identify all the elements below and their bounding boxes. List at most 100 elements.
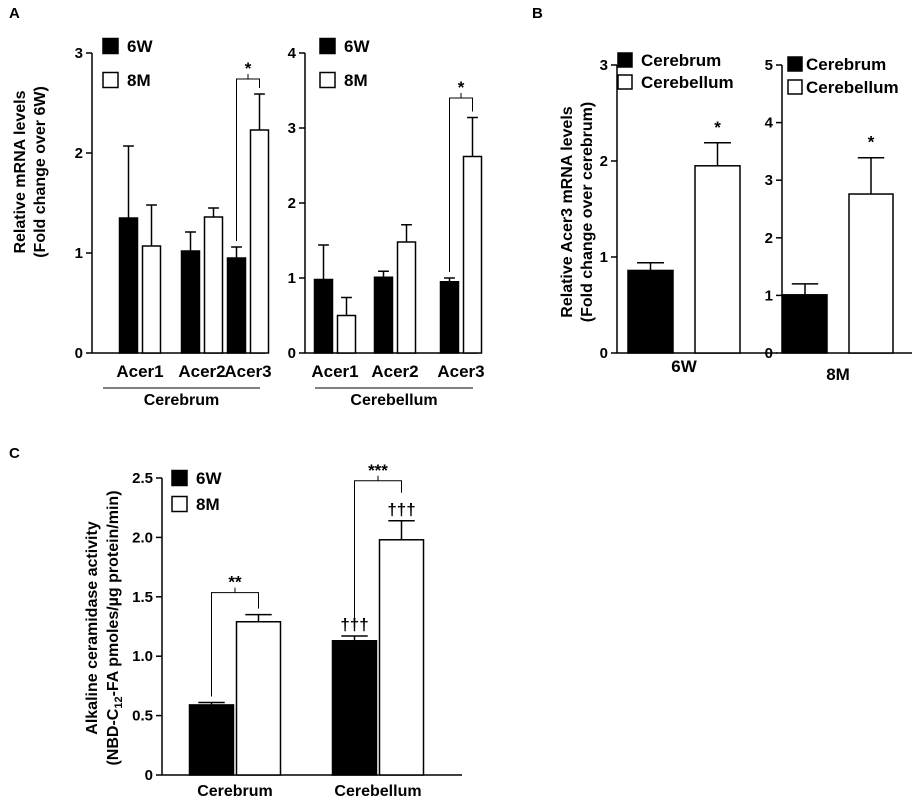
bar [203,216,224,354]
bar [396,241,417,354]
y-tick-label: 0 [75,345,83,362]
y-tick-label: 0 [145,767,153,784]
y-tick-label: 4 [288,45,297,62]
legend-swatch [787,56,803,72]
y-tick-label: 5 [765,57,773,74]
bar [378,539,425,776]
bar [627,269,674,354]
chart-c-ylabel-part1: (NBD-C [105,708,122,765]
legend-swatch [171,495,188,513]
legend-swatch [102,37,119,55]
significance-label: ** [228,573,242,592]
y-tick-label: 0 [288,345,296,362]
legend-label: 6W [344,37,370,56]
chart-c-ylabel-part2: -FA pmoles/µg protein/min) [105,490,122,696]
y-tick-label: 2 [288,195,296,212]
chart-c-ylabel-line2: (NBD-C12-FA pmoles/µg protein/min) [105,490,125,765]
x-category-label: Acer1 [116,362,163,381]
chart-a-ylabel-line1: Relative mRNA levels [12,90,29,253]
legend-label: Cerebrum [806,55,886,74]
bar [118,217,139,354]
legend-label: 6W [196,469,222,488]
bar [848,193,894,354]
bar [141,245,162,354]
bar [462,155,483,354]
x-category-label: 6W [671,357,697,376]
bar [188,704,235,776]
bar [180,250,201,354]
significance-label: * [714,118,721,137]
group-label: Cerebellum [350,392,437,409]
chart-c-ylabel-line1: Alkaline ceramidase activity [84,521,101,735]
bar [439,281,460,354]
y-tick-label: 3 [288,120,296,137]
legend-label: 6W [127,37,153,56]
x-category-label: Acer3 [224,362,271,381]
y-tick-label: 1.5 [132,589,153,606]
legend-label: Cerebellum [641,73,734,92]
x-category-label: Acer1 [311,362,358,381]
legend-label: 8M [344,71,368,90]
bar [331,640,378,776]
legend-swatch [319,37,336,55]
y-tick-label: 2 [600,153,608,170]
bar [235,620,282,776]
group-label: Cerebrum [144,392,220,409]
y-tick-label: 0 [765,345,773,362]
chart-b-ylabel-line2: (Fold change over cerebrum) [579,102,596,323]
x-category-label: Acer2 [371,362,418,381]
bar [694,165,741,354]
legend-label: Cerebrum [641,51,721,70]
bar [249,129,270,354]
y-tick-label: 2 [765,230,773,247]
bar [336,314,357,354]
y-tick-label: 0 [600,345,608,362]
significance-label: *** [368,461,388,480]
y-tick-label: 4 [765,115,774,132]
chart-c-activity: 00.51.01.52.02.5††††††Cerebrum Cerebellum… [132,461,462,800]
y-tick-label: 0.5 [132,708,153,725]
y-tick-label: 3 [75,45,83,62]
dagger-mark: ††† [387,500,415,519]
bar [226,257,247,354]
x-category-label: Cerebrum [197,783,273,800]
legend-swatch [319,71,336,89]
bar [782,294,828,354]
panel-letter-c: C [9,445,20,462]
legend-swatch [617,52,633,68]
x-category-label: Acer3 [437,362,484,381]
y-tick-label: 2.5 [132,470,153,487]
chart-b-ylabel-line1: Relative Acer3 mRNA levels [559,106,576,317]
chart-a-ylabel-line2: (Fold change over 6W) [32,86,49,258]
y-tick-label: 1 [288,270,296,287]
legend-swatch [171,469,188,487]
y-tick-label: 1 [765,287,773,304]
significance-label: * [868,133,875,152]
bar [313,278,334,354]
x-category-label: Acer2 [178,362,225,381]
chart-c-ylabel-subscript: 12 [113,696,125,708]
legend-swatch [102,71,119,89]
bar [373,276,394,354]
y-tick-label: 1.0 [132,648,153,665]
x-category-label: Cerebellum [334,783,421,800]
legend-label: Cerebellum [806,78,899,97]
legend-swatch [787,79,803,95]
x-category-label: 8M [826,365,850,384]
y-tick-label: 2.0 [132,529,153,546]
y-tick-label: 2 [75,145,83,162]
chart-b-6w: 0 1 2 3 6W Cerebrum Cerebellum * [600,51,777,376]
y-tick-label: 1 [75,245,83,262]
legend-label: 8M [196,495,220,514]
y-tick-label: 1 [600,249,608,266]
significance-label: * [458,78,465,97]
panel-letter-b: B [532,5,543,22]
legend-swatch [617,74,633,90]
panel-letter-a: A [9,5,20,22]
legend-label: 8M [127,71,151,90]
significance-label: * [245,59,252,78]
y-tick-label: 3 [600,57,608,74]
